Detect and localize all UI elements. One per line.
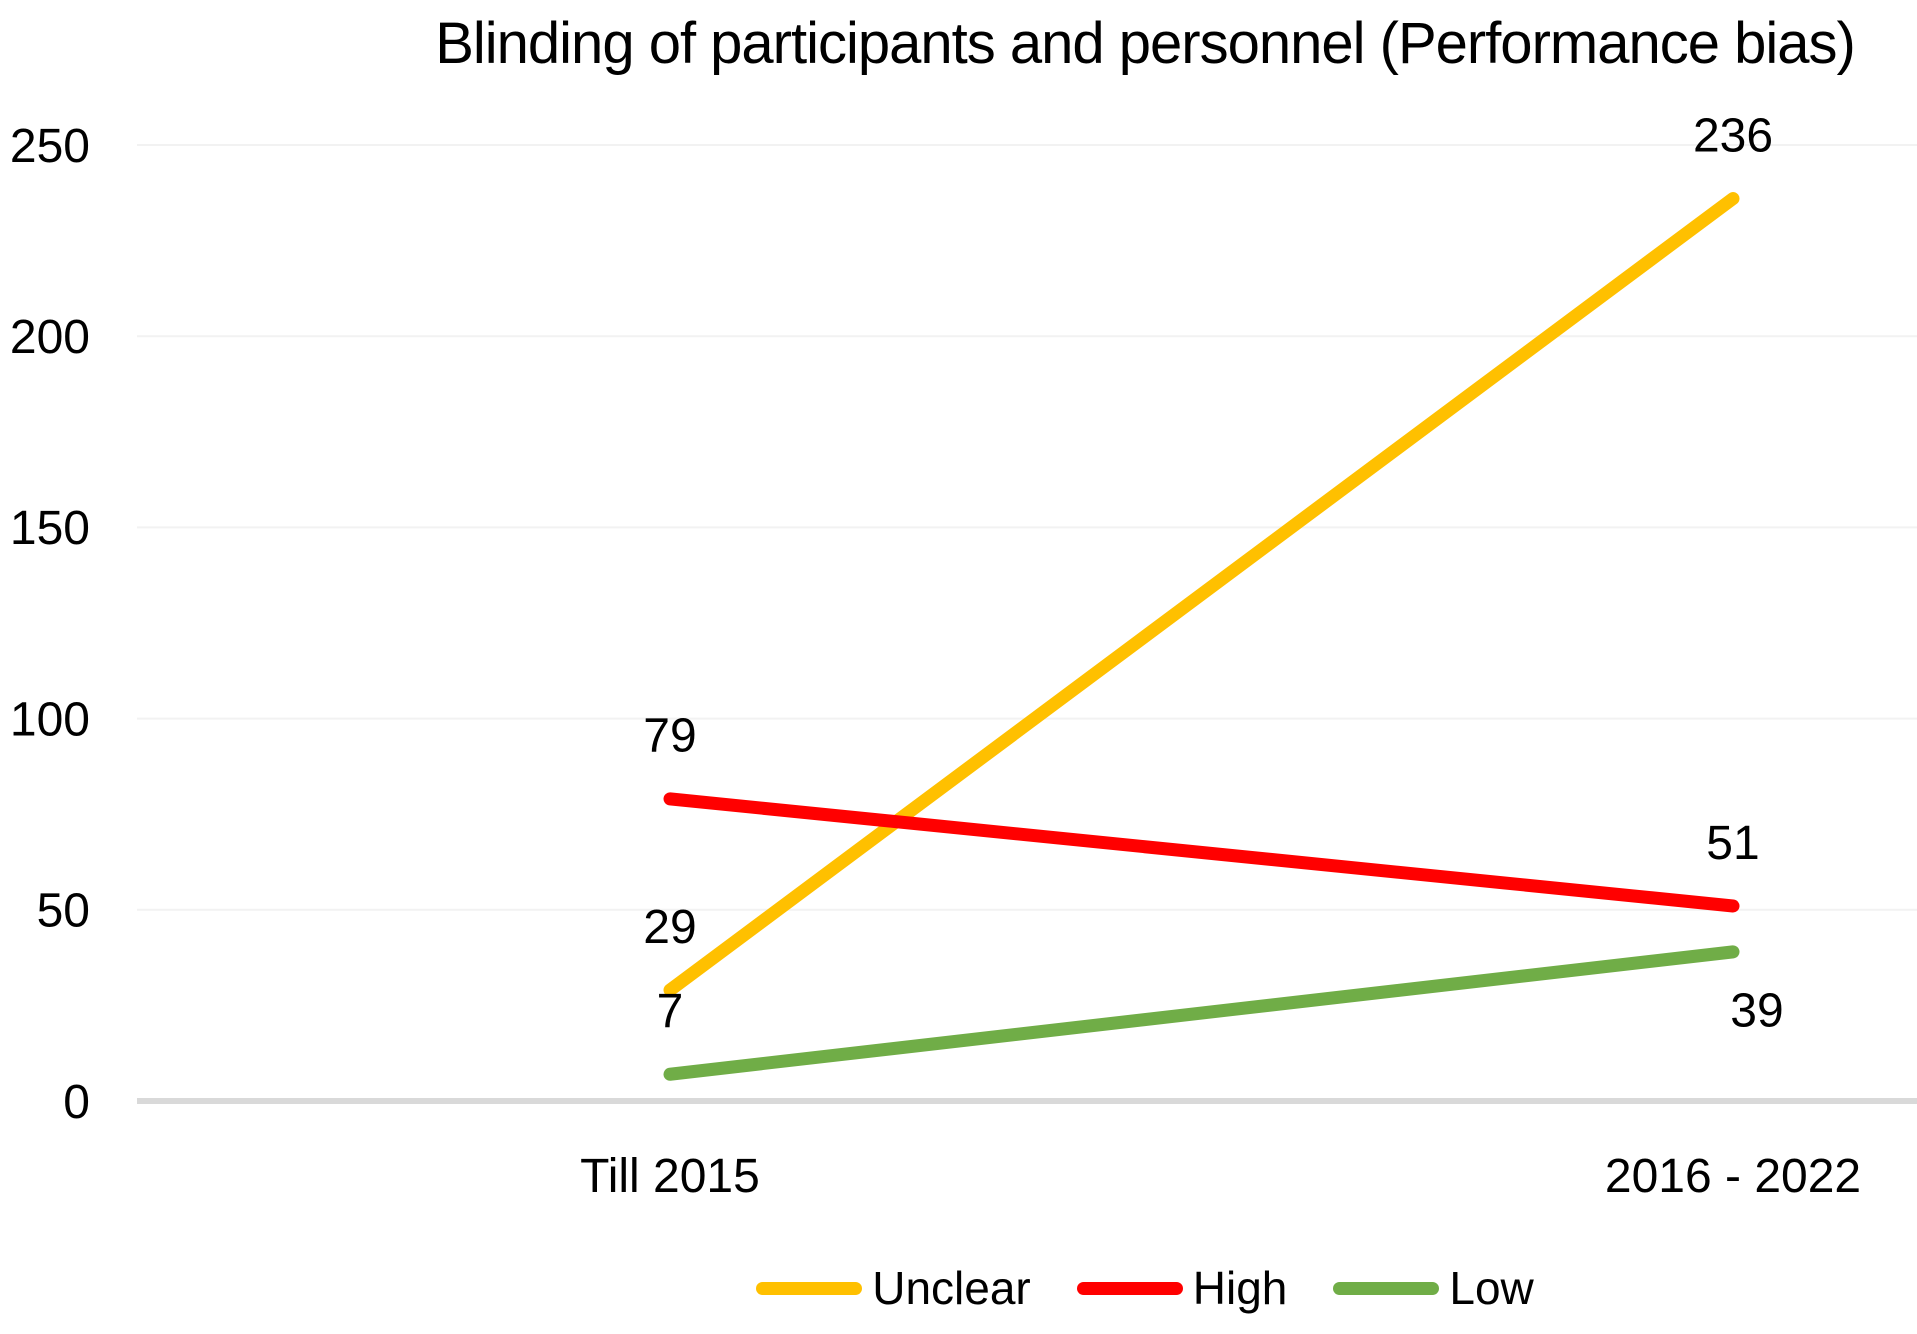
data-label-unclear-0: 29 [643, 901, 696, 954]
y-tick-label-250: 250 [10, 120, 90, 173]
data-label-unclear-1: 236 [1693, 109, 1773, 162]
data-label-low-1: 39 [1730, 985, 1783, 1038]
y-tick-label-50: 50 [37, 885, 90, 938]
legend-swatch-low [1333, 1281, 1440, 1295]
series-line-low [663, 945, 1740, 1081]
legend-label-low: Low [1449, 1262, 1534, 1314]
x-axis-label-1: 2016 - 2022 [1605, 1150, 1861, 1203]
legend-swatch-unclear [756, 1281, 863, 1295]
series-lines-group [663, 192, 1740, 1081]
legend-label-high: High [1192, 1262, 1288, 1314]
series-line-unclear [663, 192, 1740, 997]
legend-swatch-high [1076, 1281, 1183, 1295]
legend-item-high: High [1076, 1261, 1288, 1315]
y-tick-label-200: 200 [10, 311, 90, 364]
x-axis-label-0: Till 2015 [580, 1150, 760, 1203]
data-label-low-0: 7 [657, 985, 684, 1038]
chart-title: Blinding of participants and personnel (… [435, 11, 1856, 76]
y-tick-label-100: 100 [10, 693, 90, 746]
y-axis-tick-labels: 0 50 100 150 200 250 [10, 120, 90, 1129]
legend-label-unclear: Unclear [872, 1262, 1031, 1314]
series-line-high [663, 792, 1740, 913]
data-label-high-0: 79 [643, 710, 696, 763]
y-tick-label-0: 0 [63, 1076, 90, 1129]
legend: Unclear High Low [373, 1256, 1917, 1320]
x-axis-tick-labels: Till 2015 2016 - 2022 [580, 1150, 1861, 1203]
legend-item-unclear: Unclear [756, 1261, 1031, 1315]
legend-item-low: Low [1333, 1261, 1534, 1315]
y-tick-label-150: 150 [10, 502, 90, 555]
data-label-high-1: 51 [1706, 817, 1759, 870]
data-labels-group: 29 236 79 51 7 39 [643, 109, 1783, 1038]
